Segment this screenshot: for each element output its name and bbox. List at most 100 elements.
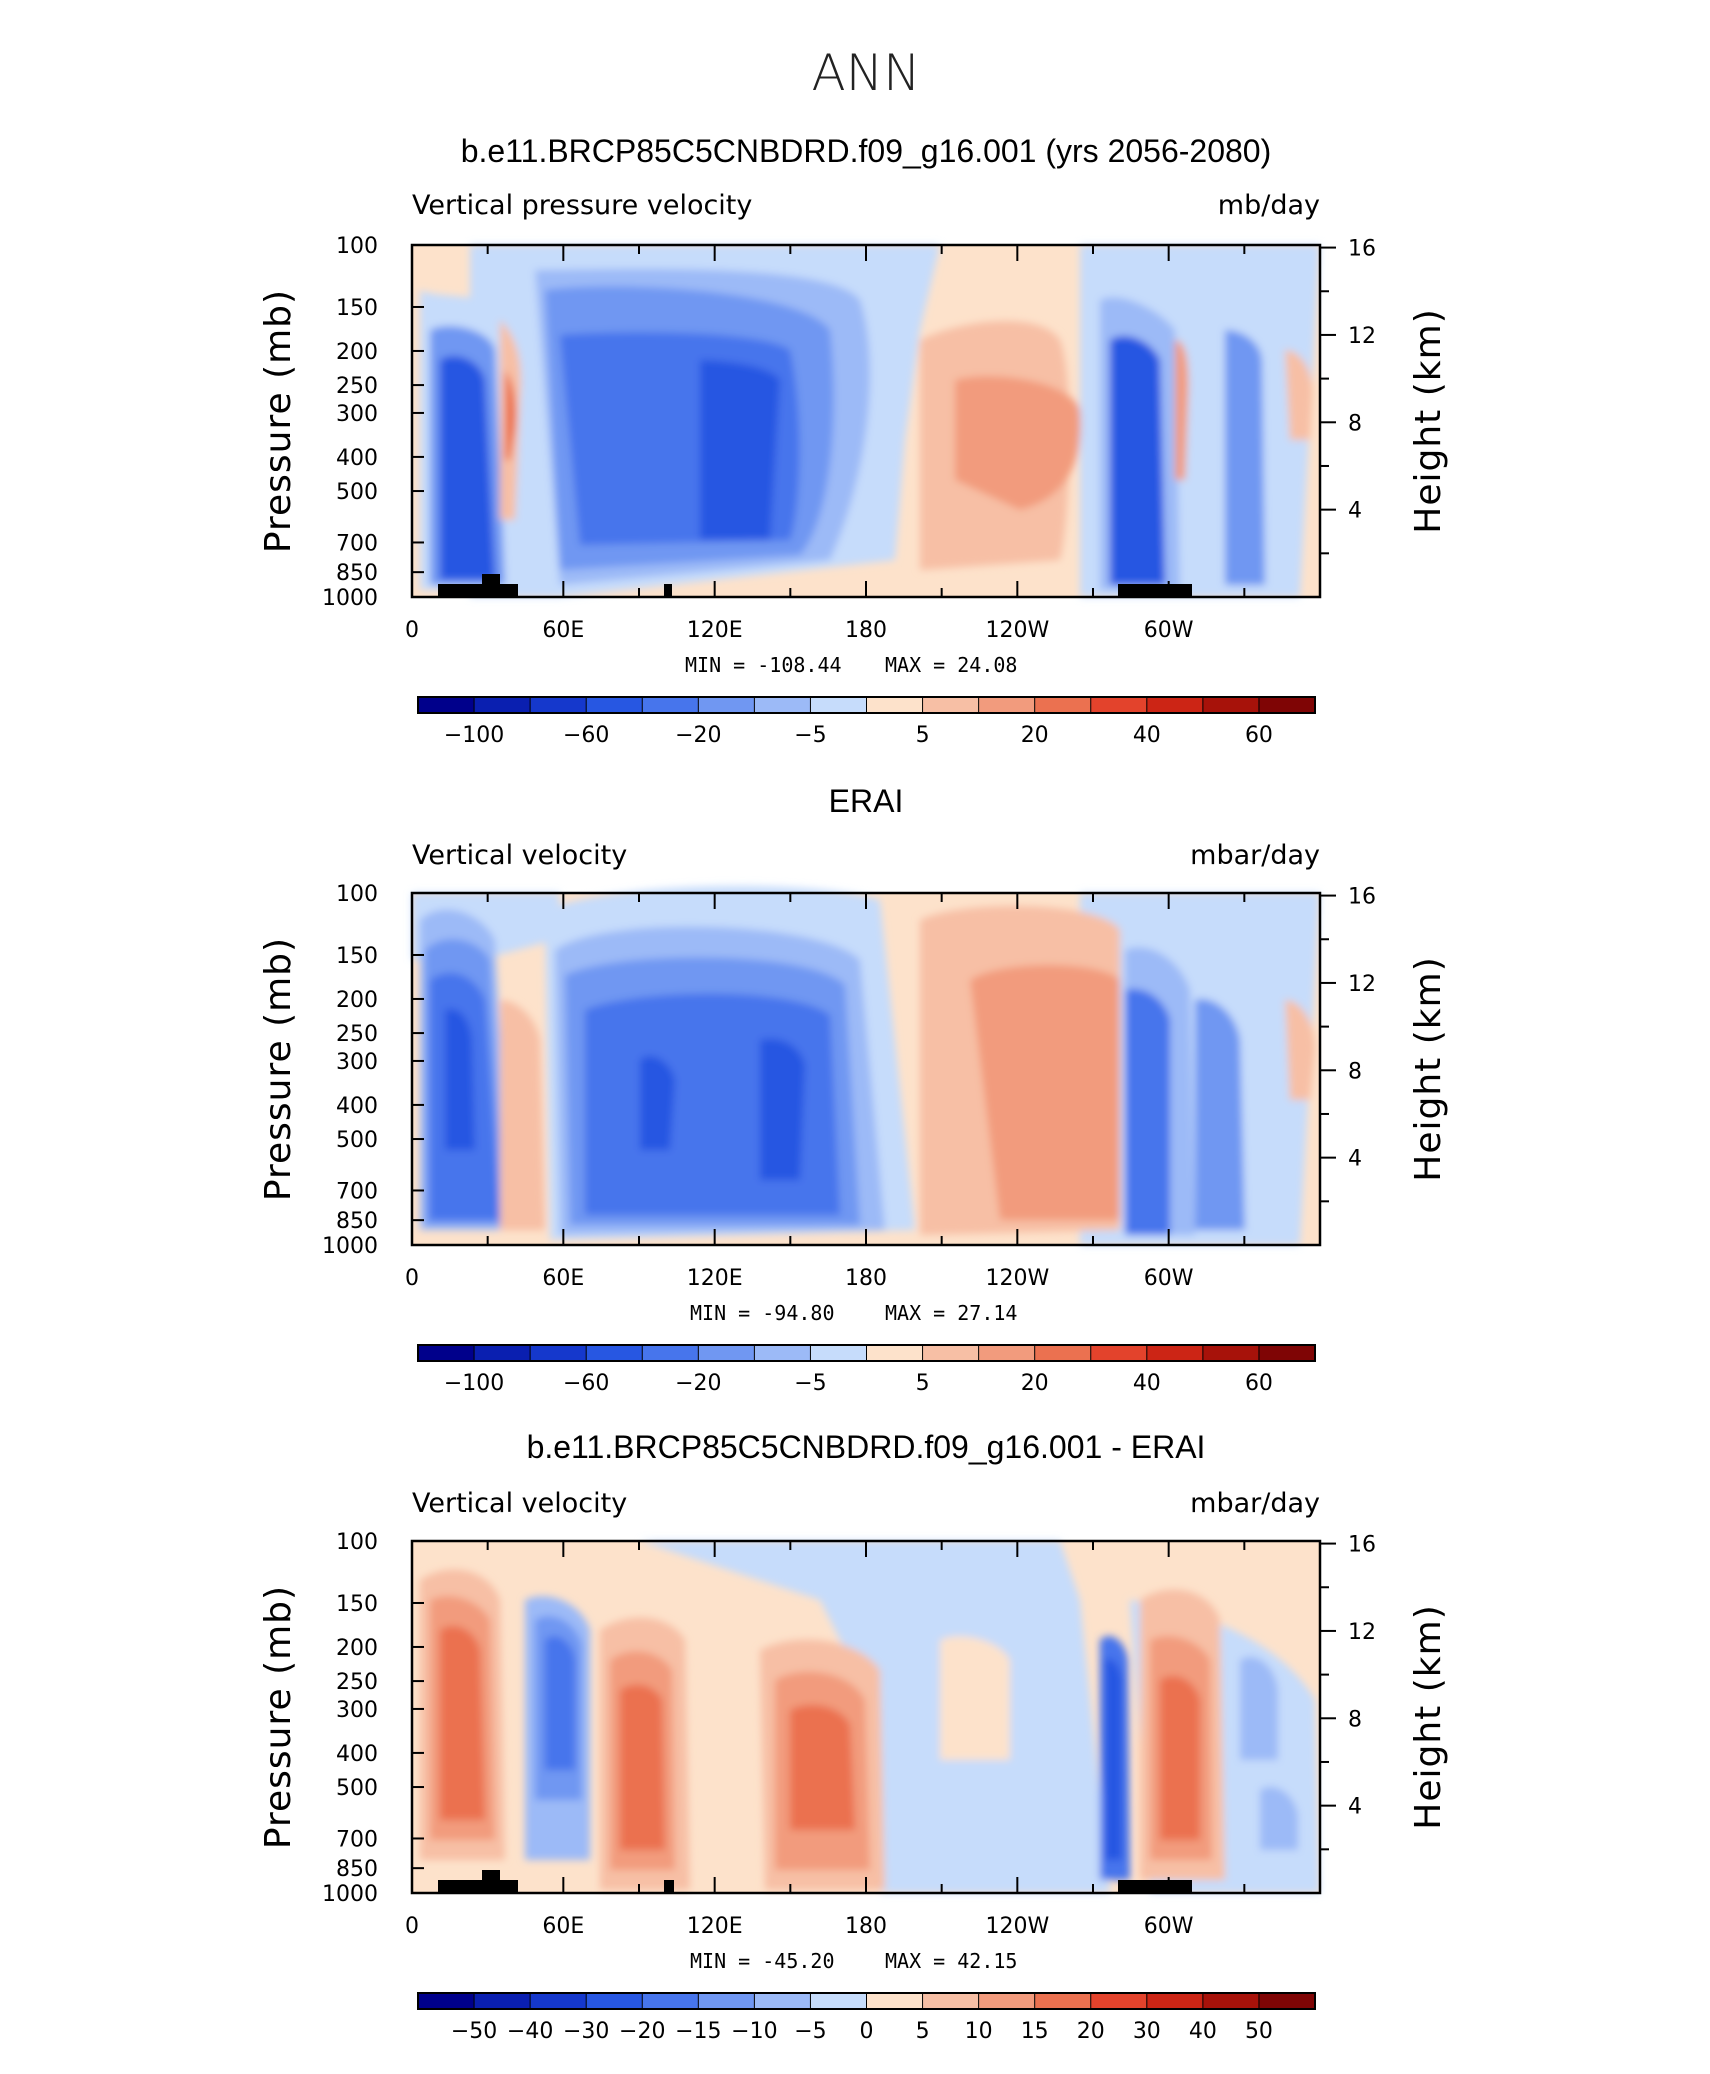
y-tick-label: 1000 — [322, 1234, 378, 1259]
colorbar-swatch — [866, 1344, 924, 1362]
figure-title: ANN — [811, 44, 920, 102]
x-tick-label: 180 — [845, 1266, 887, 1291]
y-tick-label: 300 — [336, 402, 378, 427]
colorbar-swatch — [753, 1992, 812, 2010]
y-right-tick-label: 8 — [1348, 1059, 1362, 1084]
panel-2-ylabel: Pressure (mb) — [258, 937, 299, 1201]
panel-3-colorbar: −50 −40 −30 −20 −15 −10 −5 0 5 10 15 20 30 40 50 — [417, 1992, 1316, 2044]
panel-3-land-mask — [1118, 1880, 1192, 1893]
colorbar-label: 20 — [1077, 2019, 1105, 2044]
panel-1-land-mask — [438, 584, 518, 597]
panel-1-max-label: MAX = 24.08 — [885, 653, 1017, 677]
colorbar-label: −20 — [675, 723, 721, 748]
panel-3-region — [790, 1705, 855, 1830]
panel-3-region — [545, 1636, 575, 1770]
colorbar-swatch — [1034, 1344, 1092, 1362]
colorbar-swatch — [922, 696, 980, 714]
colorbar-label: −5 — [794, 2019, 826, 2044]
colorbar-swatch — [641, 1992, 700, 2010]
y-right-tick-label: 4 — [1348, 1147, 1362, 1172]
colorbar-label: 30 — [1133, 2019, 1161, 2044]
x-tick-label: 60E — [542, 1914, 584, 1939]
colorbar-label: −60 — [563, 1371, 609, 1396]
colorbar-swatch — [417, 1344, 476, 1362]
colorbar-label: 10 — [965, 2019, 993, 2044]
colorbar-swatch — [753, 1344, 812, 1362]
y-tick-label: 850 — [336, 1209, 378, 1234]
y-tick-label: 200 — [336, 340, 378, 365]
y-tick-label: 400 — [336, 446, 378, 471]
x-tick-label: 120E — [687, 1266, 743, 1291]
x-tick-label: 120E — [687, 618, 743, 643]
colorbar-label: 40 — [1133, 723, 1161, 748]
panel-1-title: b.e11.BRCP85C5CNBDRD.f09_g16.001 (yrs 20… — [461, 133, 1272, 169]
colorbar-swatch — [1146, 696, 1204, 714]
x-tick-label: 120W — [985, 1266, 1049, 1291]
panel-3-region — [1260, 1786, 1298, 1850]
panel-3-ylabel: Pressure (mb) — [258, 1585, 299, 1849]
panel-2-units-label: mbar/day — [1190, 840, 1320, 871]
panel-1-min-label: MIN = -108.44 — [685, 653, 842, 677]
colorbar-swatch — [473, 696, 532, 714]
y-tick-label: 850 — [336, 561, 378, 586]
panel-1-region — [1285, 350, 1313, 440]
x-tick-label: 0 — [405, 618, 419, 643]
y-tick-label: 1000 — [322, 1882, 378, 1907]
y-right-tick-label: 12 — [1348, 324, 1376, 349]
panel-3-ylabel-right: Height (km) — [1408, 1604, 1449, 1829]
panel-1-land-mask — [1118, 584, 1192, 597]
colorbar-swatch — [809, 1344, 868, 1362]
x-tick-label: 120W — [985, 1914, 1049, 1939]
x-tick-label: 60E — [542, 1266, 584, 1291]
y-tick-label: 500 — [336, 480, 378, 505]
panel-3-land-mask — [482, 1870, 500, 1893]
panel-3-max-label: MAX = 42.15 — [885, 1949, 1017, 1973]
colorbar-swatch — [585, 696, 644, 714]
panel-1-ylabel-right: Height (km) — [1408, 308, 1449, 533]
colorbar-label: 50 — [1245, 2019, 1273, 2044]
panel-2-region — [445, 1009, 475, 1150]
panel-1-region — [955, 376, 1081, 510]
y-tick-label: 700 — [336, 1827, 378, 1852]
y-right-tick-label: 12 — [1348, 972, 1376, 997]
panel-3-region — [1105, 1658, 1122, 1860]
panel-3-region — [940, 1636, 1010, 1760]
x-tick-label: 60E — [542, 618, 584, 643]
colorbar-swatch — [1146, 1992, 1204, 2010]
panel-3: b.e11.BRCP85C5CNBDRD.f09_g16.001 - ERAI … — [258, 1429, 1449, 2044]
colorbar-swatch — [1258, 1344, 1316, 1362]
panel-1-region — [700, 360, 780, 540]
y-tick-label: 500 — [336, 1776, 378, 1801]
panel-1-colorbar: −100 −60 −20 −5 5 20 40 60 — [417, 696, 1316, 748]
x-tick-label: 60W — [1144, 1914, 1194, 1939]
panel-2-title: ERAI — [829, 783, 904, 819]
x-tick-label: 120E — [687, 1914, 743, 1939]
colorbar-swatch — [585, 1344, 644, 1362]
y-right-tick-label: 16 — [1348, 885, 1376, 910]
panel-3-region — [1240, 1656, 1278, 1760]
y-tick-label: 150 — [336, 1592, 378, 1617]
colorbar-label: −10 — [731, 2019, 777, 2044]
y-right-tick-label: 16 — [1348, 237, 1376, 262]
panel-1-variable-label: Vertical pressure velocity — [412, 190, 752, 221]
colorbar-swatch — [1258, 696, 1316, 714]
panel-1-land-mask — [664, 584, 672, 597]
y-tick-label: 150 — [336, 944, 378, 969]
y-tick-label: 200 — [336, 1636, 378, 1661]
panel-2-variable-label: Vertical velocity — [412, 840, 627, 871]
y-tick-label: 400 — [336, 1094, 378, 1119]
y-tick-label: 300 — [336, 1050, 378, 1075]
colorbar-label: 40 — [1133, 1371, 1161, 1396]
colorbar-swatch — [529, 1992, 588, 2010]
colorbar-label: 15 — [1021, 2019, 1049, 2044]
colorbar-frame — [417, 1344, 1316, 1362]
colorbar-frame — [417, 1992, 1316, 2010]
panel-1-units-label: mb/day — [1218, 190, 1320, 221]
colorbar-swatch — [697, 696, 756, 714]
panel-3-region — [440, 1626, 485, 1820]
panel-3-region — [620, 1684, 665, 1850]
x-tick-label: 120W — [985, 618, 1049, 643]
panel-2-max-label: MAX = 27.14 — [885, 1301, 1017, 1325]
y-tick-label: 100 — [336, 1530, 378, 1555]
panel-3-variable-label: Vertical velocity — [412, 1488, 627, 1519]
